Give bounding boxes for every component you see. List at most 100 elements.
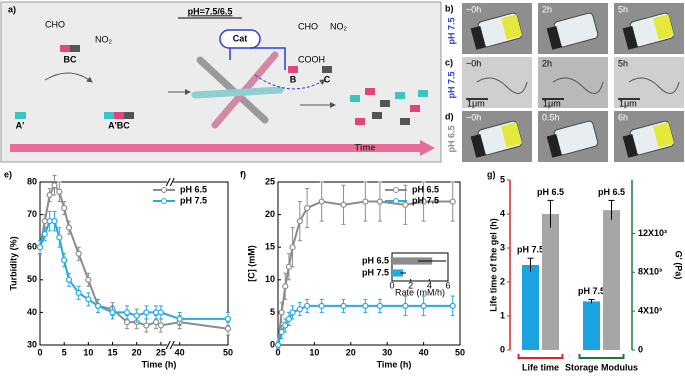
marker [340,302,347,309]
y-tick-label: 5 [500,174,505,184]
x-axis-label: Rate (mM/h) [395,287,445,297]
marker [274,341,282,349]
row-label: pH 7.5 [446,71,456,98]
gel [653,14,675,40]
y-tick-label: 10 [265,274,275,284]
marker [449,302,456,309]
cat-ellipse [219,29,261,49]
marker [278,309,285,316]
category-label: pH 7.5 [362,267,389,277]
axis-break [167,342,174,348]
marker [94,302,102,309]
marker [296,306,303,313]
marker [318,302,325,309]
block [114,112,124,119]
marker [362,198,369,205]
bar-label: pH 7.5 [578,286,605,296]
y-tick-label: 30 [27,339,37,349]
panel-label: g) [487,169,496,179]
x-tick-label: 20 [132,347,142,357]
plot-frame [39,181,229,346]
category-label: pH 6.5 [362,255,389,265]
x-tick-label: 0 [275,347,280,357]
marker [420,302,427,309]
x-tick-label: 10 [309,347,319,357]
time-label: 0.5h [542,112,560,122]
x-tick-label: 5 [62,347,67,357]
y-tick-label: 2 [500,276,505,286]
marker [143,309,150,316]
y-axis-label: Turbidity (%) [8,236,18,290]
marker [157,322,164,329]
marker [61,257,68,264]
legend-marker [393,187,399,193]
scheme: a) pH=7.5/6.5 CHO NO₂ BC A' A'BC Cat CHO… [0,1,442,163]
panel-label: b) [445,3,454,13]
scale-label: 1μm [467,98,485,108]
marker [65,276,73,283]
marker [61,204,68,212]
marker [420,198,427,205]
x-tick-label: 25 [156,347,166,357]
marker [224,325,232,332]
y2-tick-label: 12X10³ [638,228,667,238]
bar [392,269,404,277]
row-label: pH 6.5 [446,125,456,152]
scale-label: 1μm [619,98,637,108]
y-tick-label: 70 [27,209,37,219]
bracket [517,354,564,359]
arrow [229,47,286,70]
marker [289,244,296,251]
scheme-title: pH=7.5/6.5 [188,6,233,16]
x-tick-label: 10 [83,347,93,357]
bar [522,265,539,350]
marker [123,309,131,316]
molecule-label: BC [64,54,77,64]
marker [85,296,92,303]
x-tick-label: 0 [389,280,394,290]
marker [36,244,44,251]
bracket [578,354,625,359]
series-line [277,200,453,346]
y2-tick-label: 4X10³ [638,306,662,316]
panel-label: a) [8,4,16,14]
marker [133,312,140,319]
time-label: ~0h [466,58,481,68]
plot-frame [277,181,461,346]
gel [501,14,523,40]
break-mark [165,177,171,187]
y-tick-label: 0 [270,339,275,349]
chem-label: NO₂ [95,34,113,44]
marker [176,315,183,323]
block [60,45,70,52]
y-tick-label: 5 [270,307,275,317]
molecule-label: C [324,74,331,84]
y-axis-label: Life time of the gel (h) [488,218,498,312]
y-tick-label: 80 [27,176,37,186]
marker [289,309,296,316]
legend-label: pH 7.5 [180,195,207,205]
marker [402,302,409,309]
x-tick-label: 6 [445,280,450,290]
marker [304,302,311,309]
marker [56,188,63,195]
block [104,112,114,119]
fiber [476,77,528,94]
gel [653,122,675,148]
category-label: Life time [522,362,559,372]
marker [157,309,164,316]
row-label: pH 7.5 [446,17,456,44]
x-tick-label: 50 [223,347,233,357]
y-tick-label: 25 [265,176,275,186]
chem-label: CHO [298,21,318,31]
marker [46,191,53,199]
chem-label: NO₂ [330,21,348,31]
time-arrow [10,140,435,156]
molecule-label: A'BC [108,120,130,130]
x-tick-label: 40 [419,347,429,357]
x-axis-label: Time (h) [377,359,412,369]
panel-label: c) [445,57,453,67]
marker [75,289,82,296]
y-tick-label: 15 [265,242,275,252]
marker [376,302,384,309]
